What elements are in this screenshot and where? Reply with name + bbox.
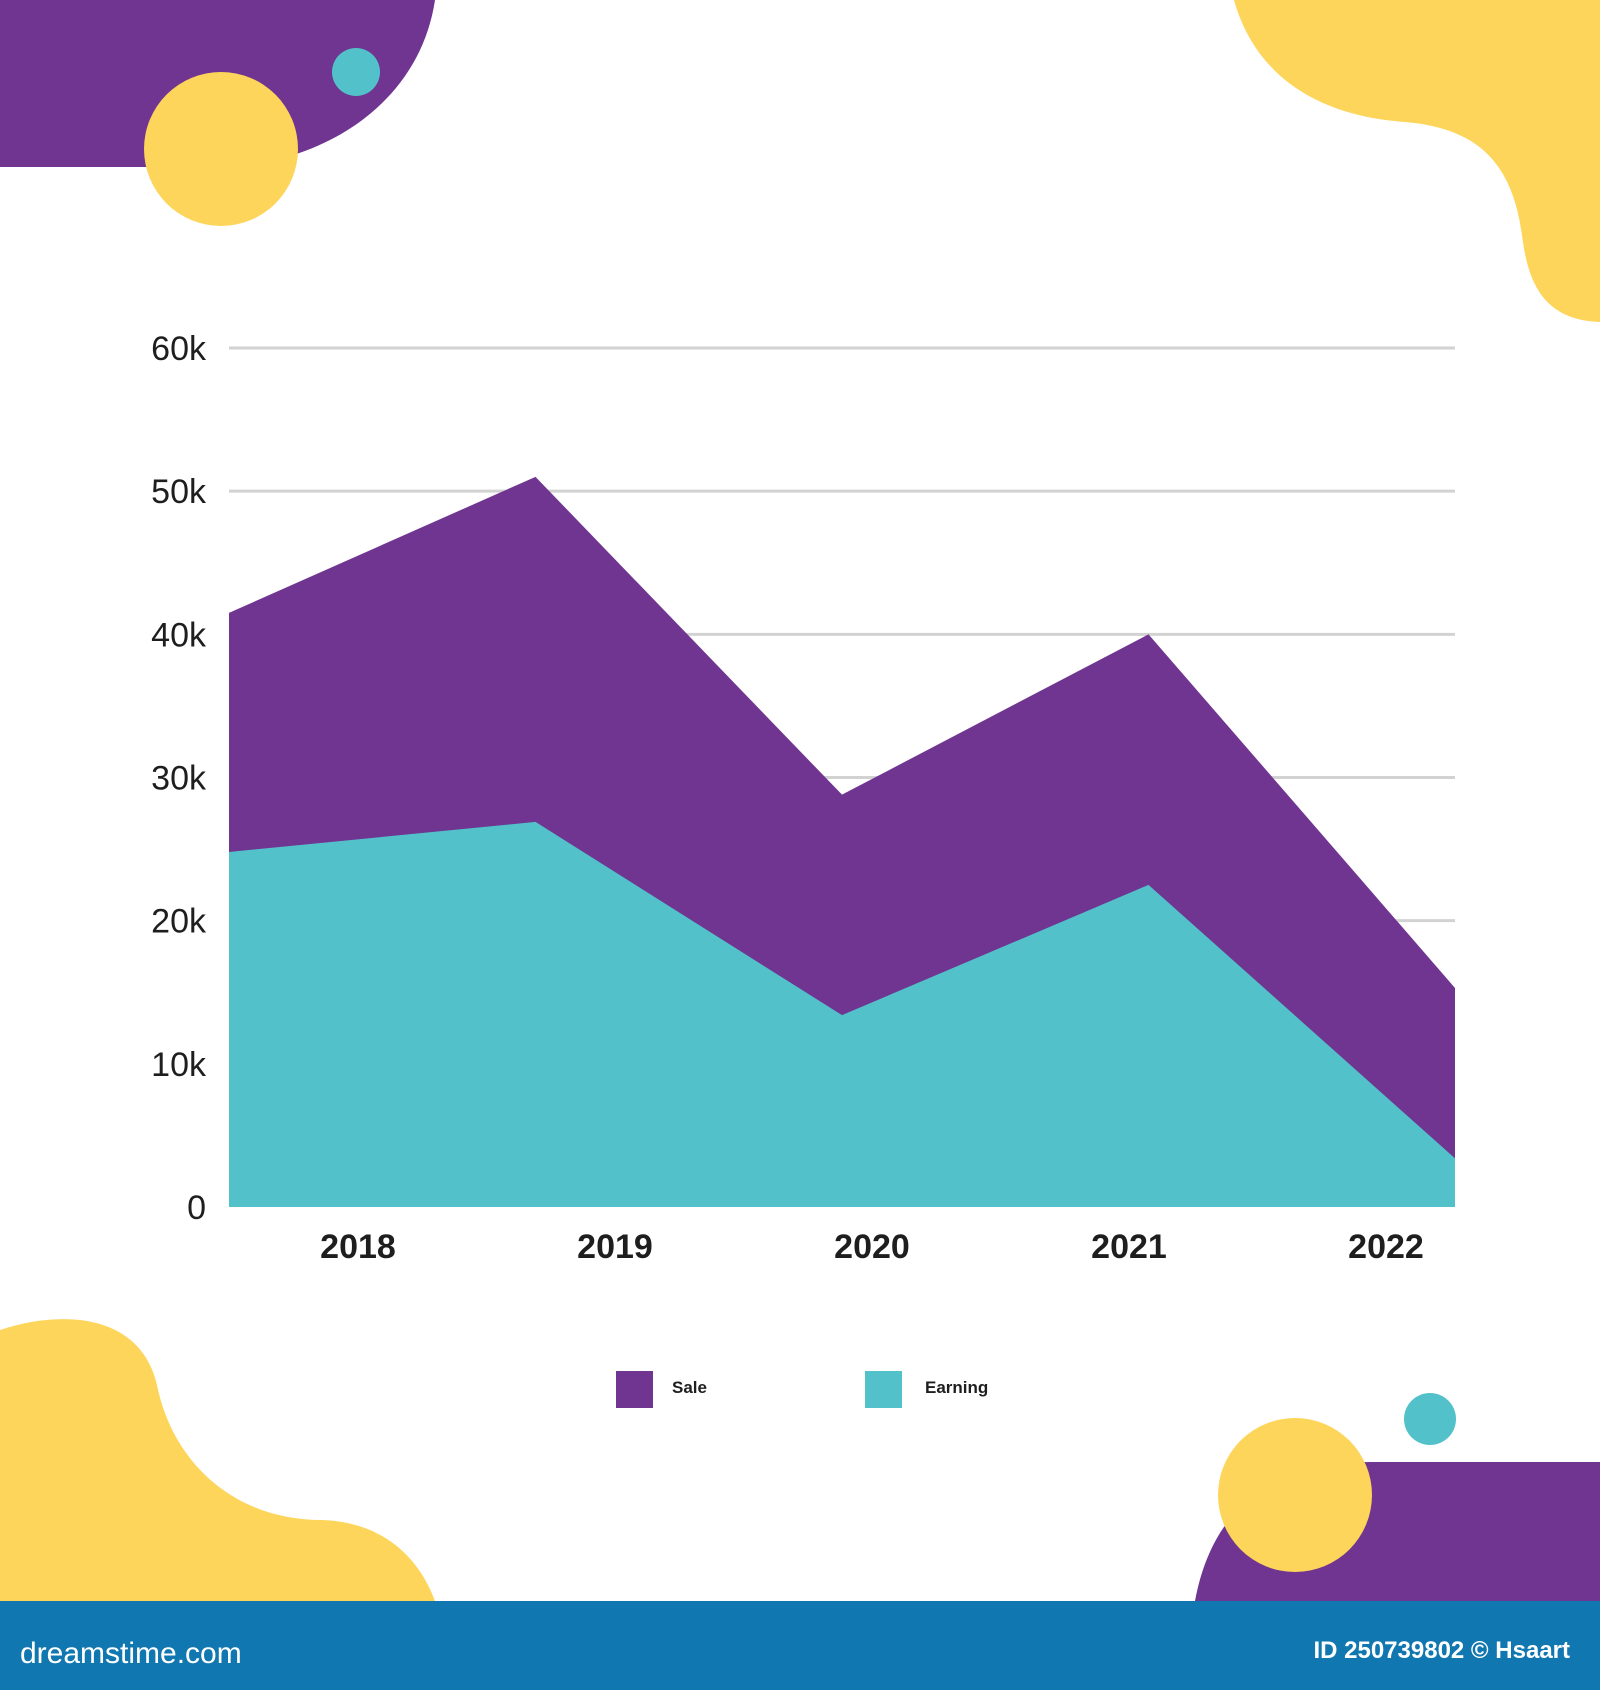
- yellow-circle-top-left: [144, 72, 298, 226]
- y-tick-label: 40k: [151, 616, 207, 654]
- legend-swatch-earning: [865, 1371, 902, 1408]
- legend: Sale Earning: [616, 1371, 988, 1408]
- yellow-circle-bottom-right: [1218, 1418, 1372, 1572]
- y-tick-label: 50k: [151, 473, 207, 511]
- x-axis-ticks: 2018 2019 2020 2021 2022: [320, 1228, 1424, 1266]
- x-tick-label: 2020: [834, 1228, 910, 1266]
- x-tick-label: 2022: [1348, 1228, 1424, 1266]
- x-tick-label: 2021: [1091, 1228, 1167, 1266]
- x-tick-label: 2018: [320, 1228, 396, 1266]
- y-tick-label: 0: [187, 1189, 206, 1227]
- legend-swatch-sale: [616, 1371, 653, 1408]
- yellow-blob-top-right: [1234, 0, 1600, 322]
- yellow-blob-bottom-left: [0, 1319, 435, 1601]
- y-tick-label: 60k: [151, 330, 207, 368]
- footer-credit: ID 250739802 © Hsaart: [1313, 1637, 1570, 1664]
- series-areas: [228, 476, 1456, 1208]
- teal-circle-bottom-right: [1404, 1393, 1456, 1445]
- y-tick-label: 10k: [151, 1046, 207, 1084]
- y-tick-label: 20k: [151, 903, 207, 941]
- footer-brand: dreamstime.com: [20, 1637, 242, 1670]
- footer-background: [0, 1601, 1600, 1690]
- teal-circle-top-left: [332, 48, 380, 96]
- legend-label-sale: Sale: [672, 1378, 707, 1397]
- y-axis-ticks: 0 10k 20k 30k 40k 50k 60k: [151, 330, 207, 1227]
- footer-bar: dreamstime.com ID 250739802 © Hsaart: [0, 1601, 1600, 1690]
- decorations: [0, 0, 1600, 1601]
- y-tick-label: 30k: [151, 760, 207, 798]
- area-earning: [229, 821, 1455, 1207]
- legend-label-earning: Earning: [925, 1378, 988, 1397]
- x-tick-label: 2019: [577, 1228, 653, 1266]
